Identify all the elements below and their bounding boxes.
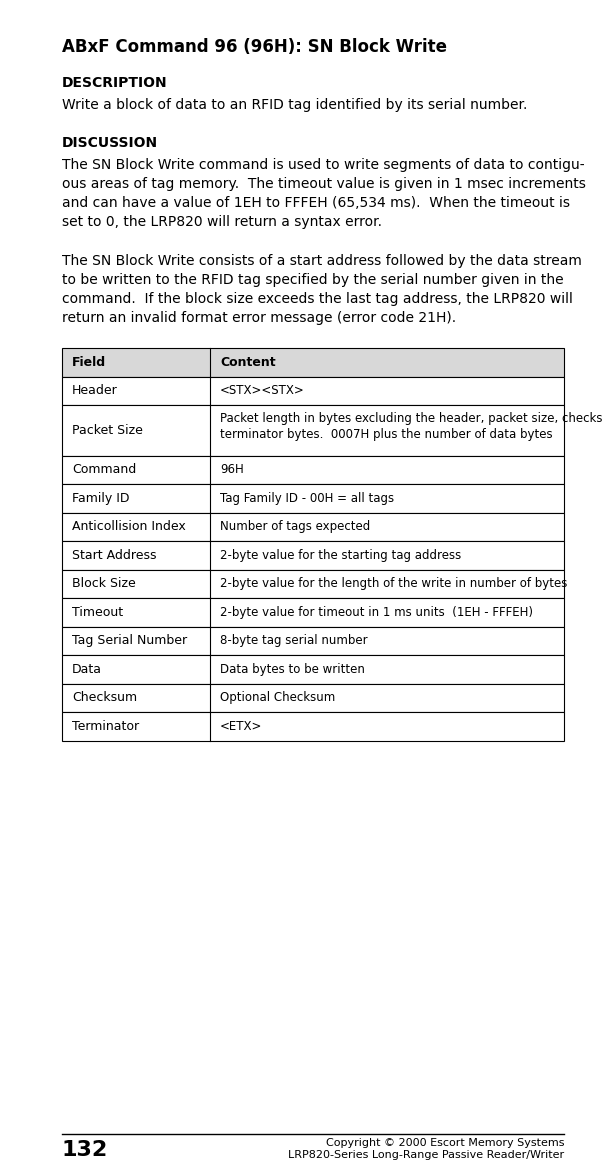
Text: Data: Data xyxy=(72,662,102,676)
Bar xyxy=(62,626,564,655)
Text: Data bytes to be written: Data bytes to be written xyxy=(220,662,365,676)
Text: 2-byte value for the starting tag address: 2-byte value for the starting tag addres… xyxy=(220,548,461,561)
Text: The SN Block Write consists of a start address followed by the data stream
to be: The SN Block Write consists of a start a… xyxy=(62,254,582,325)
Text: Block Size: Block Size xyxy=(72,578,135,590)
Text: Command: Command xyxy=(72,464,136,476)
Bar xyxy=(62,376,564,406)
Text: Number of tags expected: Number of tags expected xyxy=(220,521,370,533)
Text: Checksum: Checksum xyxy=(72,691,137,704)
Text: Start Address: Start Address xyxy=(72,548,157,561)
Text: 8-byte tag serial number: 8-byte tag serial number xyxy=(220,634,368,647)
Bar xyxy=(62,485,564,512)
Bar xyxy=(62,712,564,740)
Bar xyxy=(62,406,564,456)
Bar xyxy=(62,512,564,541)
Text: Anticollision Index: Anticollision Index xyxy=(72,521,186,533)
Text: <STX><STX>: <STX><STX> xyxy=(220,385,305,397)
Text: DISCUSSION: DISCUSSION xyxy=(62,136,158,150)
Text: Tag Family ID - 00H = all tags: Tag Family ID - 00H = all tags xyxy=(220,492,394,504)
Text: Optional Checksum: Optional Checksum xyxy=(220,691,335,704)
Text: Content: Content xyxy=(220,356,276,368)
Text: LRP820-Series Long-Range Passive Reader/Writer: LRP820-Series Long-Range Passive Reader/… xyxy=(288,1150,564,1160)
Bar xyxy=(62,655,564,683)
Text: Header: Header xyxy=(72,385,118,397)
Text: Write a block of data to an RFID tag identified by its serial number.: Write a block of data to an RFID tag ide… xyxy=(62,98,527,112)
Text: Tag Serial Number: Tag Serial Number xyxy=(72,634,187,647)
Text: <ETX>: <ETX> xyxy=(220,719,262,733)
Text: Copyright © 2000 Escort Memory Systems: Copyright © 2000 Escort Memory Systems xyxy=(326,1138,564,1148)
Bar xyxy=(62,541,564,569)
Text: Timeout: Timeout xyxy=(72,605,123,618)
Text: Terminator: Terminator xyxy=(72,719,139,733)
Text: DESCRIPTION: DESCRIPTION xyxy=(62,76,167,89)
Text: 2-byte value for the length of the write in number of bytes: 2-byte value for the length of the write… xyxy=(220,578,568,590)
Text: ABxF Command 96 (96H): SN Block Write: ABxF Command 96 (96H): SN Block Write xyxy=(62,38,447,56)
Bar xyxy=(62,569,564,598)
Text: The SN Block Write command is used to write segments of data to contigu-
ous are: The SN Block Write command is used to wr… xyxy=(62,158,586,229)
Text: Packet Size: Packet Size xyxy=(72,424,143,437)
Text: 2-byte value for timeout in 1 ms units  (1EH - FFFEH): 2-byte value for timeout in 1 ms units (… xyxy=(220,605,533,618)
Bar xyxy=(62,456,564,485)
Text: Field: Field xyxy=(72,356,106,368)
Bar xyxy=(62,683,564,712)
Bar xyxy=(62,598,564,626)
Text: Family ID: Family ID xyxy=(72,492,129,504)
Bar xyxy=(62,347,564,376)
Text: 96H: 96H xyxy=(220,464,244,476)
Text: 132: 132 xyxy=(62,1140,108,1160)
Text: Packet length in bytes excluding the header, packet size, checksum and
terminato: Packet length in bytes excluding the hea… xyxy=(220,413,602,442)
